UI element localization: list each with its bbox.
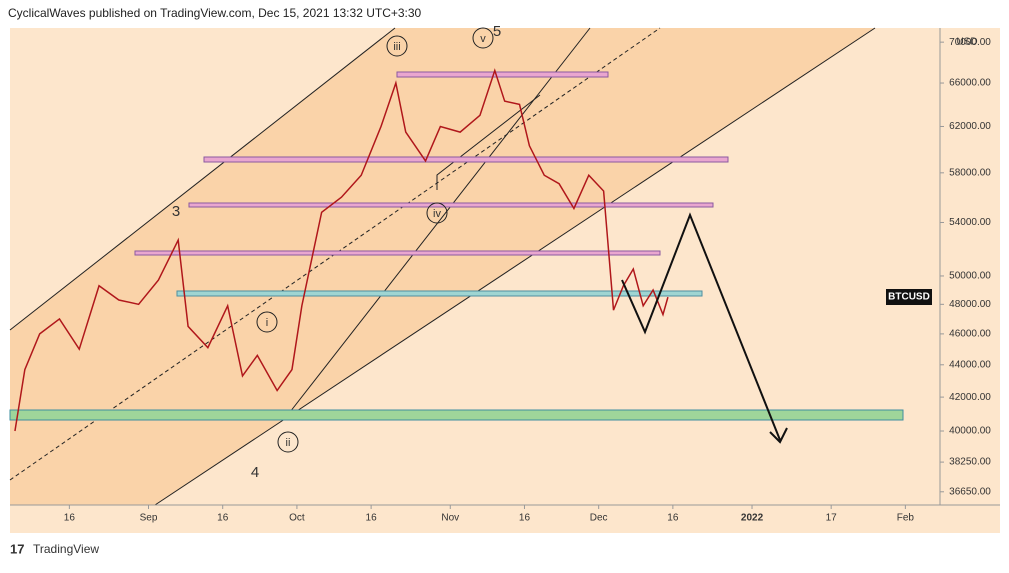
- wave-circle: [277, 431, 299, 453]
- footer: TradingView: [33, 542, 99, 556]
- wave-circle: [472, 27, 494, 49]
- y-tick-label: 38250.00: [949, 457, 991, 468]
- header: CyclicalWaves published on TradingView.c…: [8, 6, 422, 20]
- y-tick-label: 42000.00: [949, 392, 991, 403]
- x-tick-label: 2022: [741, 513, 764, 524]
- wave-circle: [256, 311, 278, 333]
- x-tick-label: 16: [519, 513, 531, 524]
- x-tick-label: 16: [217, 513, 229, 524]
- x-tick-label: Nov: [441, 513, 459, 524]
- y-tick-label: 54000.00: [949, 217, 991, 228]
- level-box: [396, 71, 609, 78]
- wedge: [436, 94, 541, 190]
- level-box: [176, 290, 703, 297]
- currency: USD: [956, 37, 977, 48]
- channel-line: [289, 27, 591, 413]
- support-zone: [9, 409, 904, 421]
- x-tick-label: 16: [64, 513, 76, 524]
- x-tick-label: Oct: [289, 513, 305, 524]
- wave-circle: [386, 35, 408, 57]
- y-tick-label: 66000.00: [949, 78, 991, 89]
- symbol-label: BTCUSD: [888, 292, 930, 303]
- symbol-badge: [886, 289, 932, 305]
- channel-fill: [10, 28, 875, 505]
- y-tick-label: 58000.00: [949, 167, 991, 178]
- level-box: [203, 156, 729, 163]
- wave-label: 4: [251, 464, 259, 481]
- y-tick-label: 48000.00: [949, 299, 991, 310]
- level-box: [188, 202, 714, 208]
- wave-label: 3: [172, 203, 180, 220]
- x-tick-label: Dec: [590, 513, 608, 524]
- wave-label: i: [266, 317, 268, 329]
- currency-bg: [952, 34, 982, 49]
- forecast-path: [621, 212, 781, 441]
- x-tick-label: Sep: [140, 513, 158, 524]
- x-tick-label: 16: [667, 513, 679, 524]
- y-tick-label: 40000.00: [949, 426, 991, 437]
- y-tick-label: 36650.00: [949, 486, 991, 497]
- y-tick-label: 50000.00: [949, 271, 991, 282]
- level-box: [134, 250, 661, 256]
- x-tick-label: 17: [826, 513, 838, 524]
- wave-label: ii: [286, 437, 291, 449]
- forecast-arrow: [769, 427, 788, 444]
- wave-label: iv: [433, 208, 441, 220]
- y-tick-label: 62000.00: [949, 121, 991, 132]
- x-tick-label: Feb: [897, 513, 915, 524]
- logo-mark: 17: [10, 541, 24, 556]
- y-tick-label: 44000.00: [949, 359, 991, 370]
- wave-circle: [426, 202, 448, 224]
- x-tick-label: 16: [366, 513, 378, 524]
- wave-label: v: [480, 33, 486, 45]
- channel-line: [154, 27, 876, 506]
- y-tick-label: 46000.00: [949, 329, 991, 340]
- channel-line: [9, 27, 396, 331]
- price-line: [14, 68, 669, 432]
- wave-label: 5: [493, 23, 501, 40]
- y-tick-label: 70000.00: [949, 37, 991, 48]
- wave-label: iii: [393, 41, 400, 53]
